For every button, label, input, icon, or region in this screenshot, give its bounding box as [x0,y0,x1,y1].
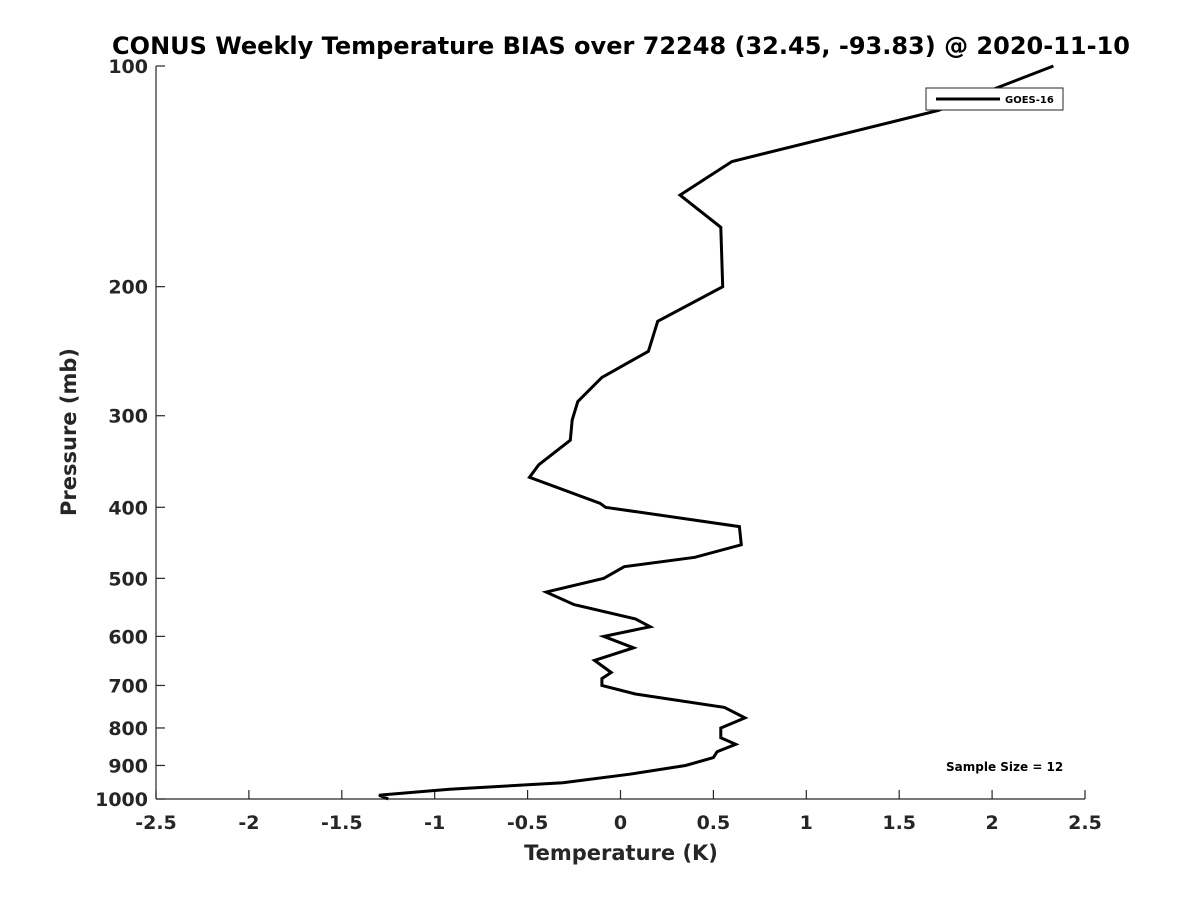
x-tick-label: -2 [238,812,259,834]
y-ticks: 100 200 300 400 500 600 700 800 900 1000 [95,56,165,811]
y-tick-label: 800 [108,718,148,740]
y-tick-label: 500 [108,568,148,590]
x-tick-label: -1.5 [321,812,363,834]
x-tick-label: 2.5 [1068,812,1102,834]
y-tick-label: 600 [108,626,148,648]
x-tick-label: -1 [424,812,445,834]
y-tick-label: 200 [108,277,148,299]
y-axis-label: Pressure (mb) [57,348,81,516]
y-tick-label: 900 [108,755,148,777]
x-tick-label: -0.5 [507,812,549,834]
legend-label: GOES-16 [1005,95,1054,106]
x-tick-label: -2.5 [135,812,177,834]
sample-size-annotation: Sample Size = 12 [946,760,1063,774]
chart-title: CONUS Weekly Temperature BIAS over 72248… [112,32,1130,60]
x-tick-label: 1.5 [882,812,916,834]
x-axis-label: Temperature (K) [524,841,718,865]
series-layer [378,64,1054,801]
x-tick-label: 0 [614,812,627,834]
y-tick-label: 1000 [95,789,148,811]
y-tick-label: 700 [108,675,148,697]
series-line-goes-16 [378,64,1054,801]
y-tick-label: 100 [108,56,148,78]
y-tick-label: 400 [108,497,148,519]
x-ticks: -2.5 -2 -1.5 -1 -0.5 0 0.5 1 1.5 2 2.5 [135,790,1102,834]
x-tick-label: 1 [800,812,813,834]
x-tick-label: 2 [985,812,998,834]
legend: GOES-16 [925,87,1064,111]
y-tick-label: 300 [108,406,148,428]
x-tick-label: 0.5 [697,812,731,834]
